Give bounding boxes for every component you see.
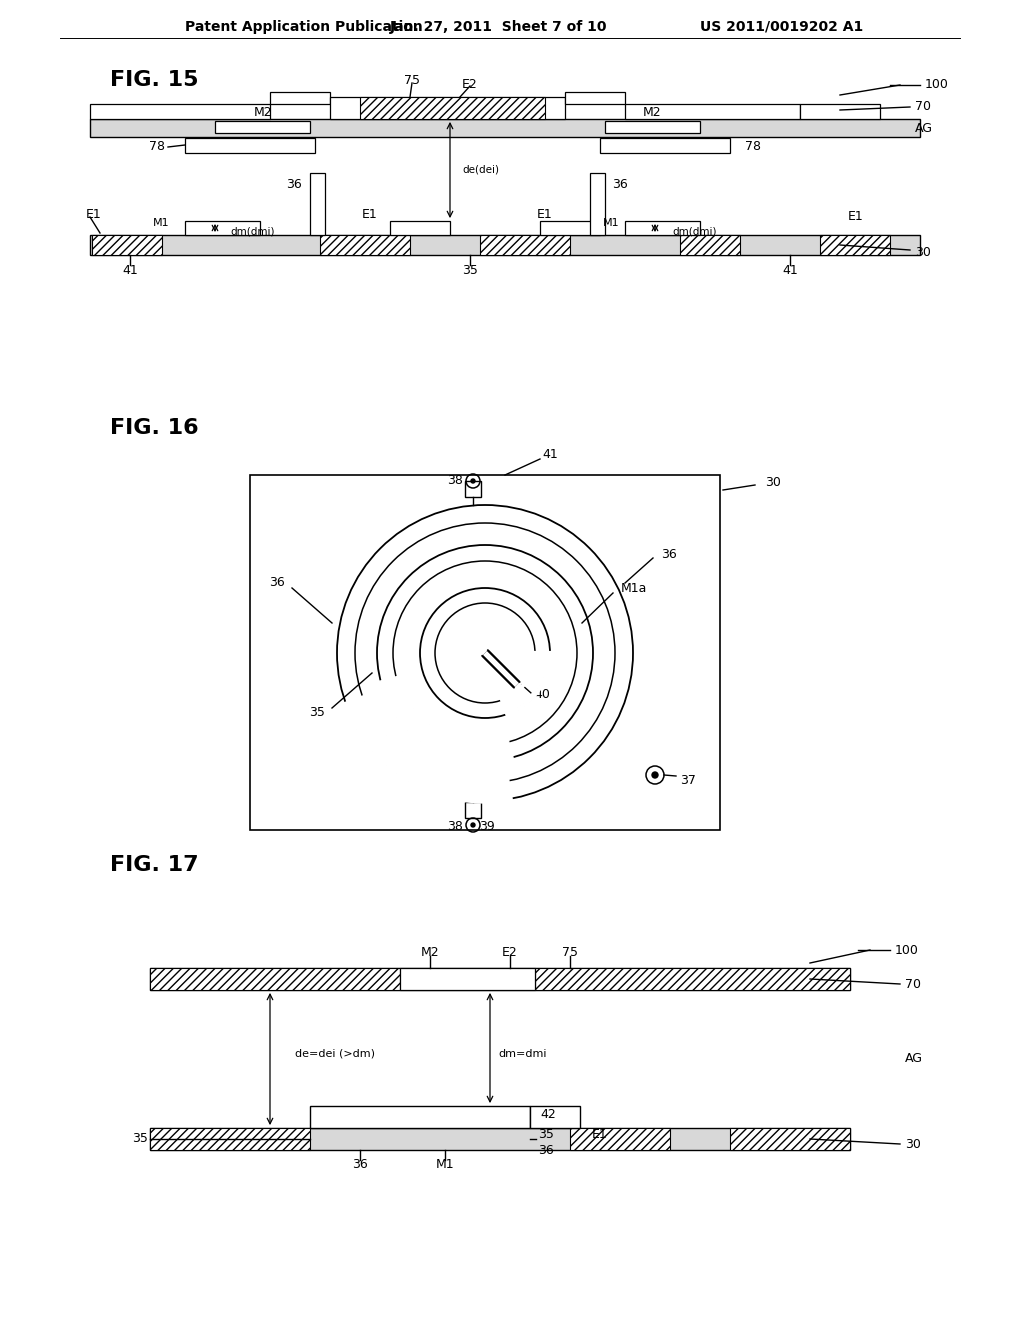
- Bar: [185, 220, 260, 235]
- Text: Patent Application Publication: Patent Application Publication: [185, 20, 423, 34]
- Text: US 2011/0019202 A1: US 2011/0019202 A1: [700, 20, 863, 34]
- Text: dm(dmi): dm(dmi): [230, 226, 274, 236]
- Bar: [540, 220, 600, 235]
- Text: E1: E1: [538, 209, 553, 222]
- Bar: [465, 480, 481, 498]
- Bar: [360, 96, 545, 119]
- Text: FIG. 16: FIG. 16: [110, 418, 199, 438]
- Text: 36: 36: [287, 178, 302, 191]
- Circle shape: [471, 479, 475, 483]
- Circle shape: [652, 772, 658, 777]
- Bar: [625, 220, 700, 235]
- Text: 41: 41: [782, 264, 798, 277]
- Bar: [150, 1129, 850, 1150]
- Bar: [680, 235, 740, 255]
- Bar: [590, 173, 605, 235]
- Text: 35: 35: [309, 706, 325, 719]
- Text: M1: M1: [435, 1158, 455, 1171]
- Text: 38: 38: [447, 820, 463, 833]
- Text: 30: 30: [905, 1138, 921, 1151]
- Wedge shape: [344, 697, 511, 803]
- Text: 75: 75: [562, 945, 578, 958]
- Text: E1: E1: [592, 1127, 608, 1140]
- Bar: [270, 92, 330, 104]
- Text: 35: 35: [462, 264, 478, 277]
- Text: de(dei): de(dei): [462, 165, 499, 176]
- Text: E2: E2: [462, 78, 478, 91]
- Bar: [90, 104, 270, 119]
- Text: 78: 78: [745, 140, 761, 153]
- Text: E1: E1: [86, 209, 101, 222]
- Text: 36: 36: [269, 577, 285, 590]
- Bar: [600, 139, 730, 153]
- Text: 36: 36: [612, 178, 628, 191]
- Text: M1: M1: [154, 218, 170, 228]
- Text: 36: 36: [352, 1158, 368, 1171]
- Bar: [250, 475, 720, 830]
- Text: dm(dmi): dm(dmi): [672, 226, 717, 236]
- Bar: [730, 1129, 850, 1150]
- Bar: [150, 1129, 310, 1150]
- Text: M2: M2: [421, 945, 439, 958]
- Text: 36: 36: [662, 549, 677, 561]
- Text: Jan. 27, 2011  Sheet 7 of 10: Jan. 27, 2011 Sheet 7 of 10: [390, 20, 607, 34]
- Bar: [150, 968, 400, 990]
- Text: E1: E1: [362, 209, 378, 222]
- Bar: [390, 220, 450, 235]
- Wedge shape: [379, 676, 513, 763]
- Bar: [150, 968, 850, 990]
- Bar: [400, 968, 535, 990]
- Bar: [565, 92, 625, 104]
- Text: 100: 100: [925, 78, 949, 91]
- Text: E1: E1: [848, 210, 864, 223]
- Text: 36: 36: [538, 1144, 554, 1158]
- Text: 41: 41: [542, 449, 558, 462]
- Bar: [605, 121, 700, 133]
- Text: 75: 75: [404, 74, 420, 87]
- Bar: [319, 235, 410, 255]
- Text: E2: E2: [502, 945, 518, 958]
- Bar: [330, 96, 565, 119]
- Bar: [90, 235, 920, 255]
- Bar: [92, 235, 162, 255]
- Bar: [465, 803, 481, 818]
- Circle shape: [471, 822, 475, 828]
- Bar: [480, 235, 570, 255]
- Bar: [530, 1106, 580, 1129]
- Bar: [310, 173, 325, 235]
- Text: 41: 41: [122, 264, 138, 277]
- Text: 30: 30: [765, 477, 781, 490]
- Text: M2: M2: [254, 107, 272, 120]
- Text: M2: M2: [643, 107, 662, 120]
- Text: 39: 39: [479, 820, 495, 833]
- Bar: [310, 1106, 530, 1129]
- Text: FIG. 15: FIG. 15: [110, 70, 199, 90]
- Text: 70: 70: [915, 100, 931, 114]
- Text: 35: 35: [132, 1133, 148, 1146]
- Bar: [800, 104, 880, 119]
- Text: M1a: M1a: [621, 582, 647, 594]
- Text: AG: AG: [915, 123, 933, 136]
- Text: M1: M1: [603, 218, 620, 228]
- Text: 35: 35: [538, 1127, 554, 1140]
- Bar: [625, 104, 800, 119]
- Text: 40: 40: [535, 688, 551, 701]
- Text: dm=dmi: dm=dmi: [498, 1049, 547, 1059]
- Bar: [535, 968, 850, 990]
- Text: 37: 37: [680, 774, 696, 787]
- Bar: [185, 139, 315, 153]
- Bar: [215, 121, 310, 133]
- Text: 70: 70: [905, 978, 921, 990]
- Text: AG: AG: [905, 1052, 923, 1065]
- Text: FIG. 17: FIG. 17: [110, 855, 199, 875]
- Text: 38: 38: [447, 474, 463, 487]
- Text: 78: 78: [150, 140, 165, 153]
- Bar: [90, 119, 920, 137]
- Text: 100: 100: [895, 944, 919, 957]
- Text: 42: 42: [540, 1107, 556, 1121]
- Text: de=dei (>dm): de=dei (>dm): [295, 1049, 375, 1059]
- Bar: [570, 1129, 670, 1150]
- Text: 30: 30: [915, 246, 931, 259]
- Bar: [820, 235, 890, 255]
